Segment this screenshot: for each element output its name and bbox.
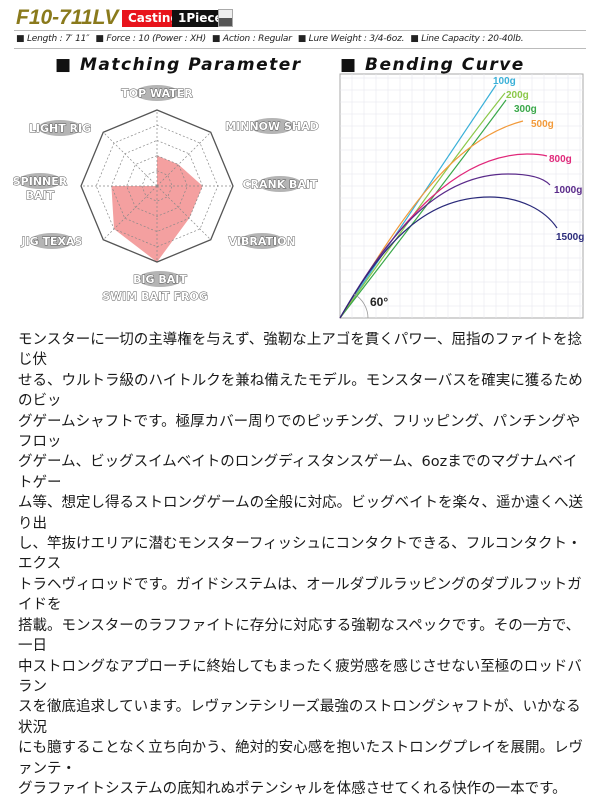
description-line: 搭載。モンスターのラフファイトに存分に対応する強靭なスペックです。その一方で、一… [18, 617, 581, 655]
radar-axis-label: BIG BAIT [133, 273, 187, 286]
angle-label: 60° [370, 295, 388, 309]
radar-axis-label: MINNOW SHAD [225, 120, 319, 133]
radar-spoke [103, 185, 158, 240]
lure-silhouette-icon [240, 233, 284, 249]
curve-label: 300g [514, 104, 537, 115]
curve-label: 200g [506, 90, 529, 101]
matching-parameter-title: ■ Matching Parameter [55, 55, 302, 75]
curve-label: 800g [549, 154, 572, 165]
casting-badge: Casting [122, 10, 186, 27]
curve-label: 100g [493, 76, 516, 87]
bending-curve-300g [339, 99, 507, 319]
spec-line-capacity: ■ Line Capacity : 20-40lb. [410, 34, 524, 44]
curve-label: 500g [531, 119, 554, 130]
radar-ring [80, 109, 234, 263]
one-piece-badge: 1Piece [172, 10, 229, 27]
radar-fill-area [111, 155, 203, 262]
radar-spoke [156, 185, 211, 240]
lure-silhouette-icon [18, 173, 62, 189]
bending-curve-1500g [339, 196, 558, 319]
lure-silhouette-icon [138, 271, 182, 287]
spec-force: ■ Force : 10 (Power : XH) [95, 34, 206, 44]
radar-axis-label: VIBRATION [228, 235, 295, 248]
bending-frame [339, 73, 584, 319]
radar-ring [111, 140, 203, 232]
offset-handle-icon [218, 9, 233, 27]
bending-curve-200g [339, 92, 506, 319]
description-line: 中ストロングなアプローチに終始してもまったく疲労感を感じさせない至極のロッドバラ… [18, 658, 582, 695]
radar-axis-label: SWIM BAIT FROG [102, 290, 208, 303]
radar-spoke [156, 132, 211, 187]
description-line: グゲーム、ビッグスイムベイトのロングディスタンスゲーム、6ozまでのマグナムベイ… [18, 454, 578, 491]
radar-ring [141, 170, 173, 202]
divider [14, 48, 586, 49]
description-line: トラヘヴィロッドです。ガイドシステムは、オールダブルラッピングのダブルフットガイ… [18, 576, 582, 614]
description-line: スを徹底追求しています。レヴァンテシリーズ最強のストロングシャフトが、いかなる状… [18, 699, 581, 736]
description-line: グゲームシャフトです。極厚カバー周りでのピッチング、フリッピング、パンチングやフ… [18, 413, 581, 451]
lure-silhouette-icon [258, 176, 302, 192]
model-name: F10-711LV [16, 6, 119, 29]
radar-axis-label: JIG TEXAS [21, 235, 83, 248]
curve-label: 1500g [556, 232, 584, 243]
charts: TOP WATER MINNOW SHAD CRANK BAIT VIBRATION B… [12, 73, 584, 319]
description-line: モンスターに一切の主導権を与えず、強靭な上アゴを貫くパワー、屈指のファイトを捻じ… [18, 332, 583, 369]
description-line: せる、ウルトラ級のハイトルクを兼ね備えたモデル。モンスターバスを確実に獲るための… [18, 372, 583, 410]
spec-line: ■ Length : 7′ 11″ ■ Force : 10 (Power : X… [16, 34, 588, 44]
lure-silhouette-icon [38, 120, 82, 136]
radar-ring [126, 155, 188, 217]
description-line: グラファイトシステムの底知れぬポテンシャルを体感させてくれる快作の一本です。 [18, 780, 567, 797]
spec-lure-weight: ■ Lure Weight : 3/4-6oz. [297, 34, 405, 44]
description: モンスターに一切の主導権を与えず、強靭な上アゴを貫くパワー、屈指のファイトを捻じ… [18, 330, 588, 799]
radar-spoke [103, 132, 158, 187]
description-line: ム等、想定し得るストロングゲームの全般に対応。ビッグベイトを楽々、遥か遠くへ送り… [18, 495, 584, 532]
radar-axis-label: TOP WATER [121, 87, 193, 100]
description-line: し、竿抜けエリアに潜むモンスターフィッシュにコンタクトできる、フルコンタクト・エ… [18, 536, 582, 573]
lure-silhouette-icon [135, 85, 179, 101]
bending-curve-chart: 100g 200g 300g 500g 800g 1000g 1500g 60° [339, 73, 584, 319]
description-line: にも臆することなく立ち向かう、絶対的安心感を抱いたストロングプレイを展開。レヴァ… [18, 740, 584, 777]
radar-axis-label: LIGHT RIG [29, 122, 91, 135]
bending-curve-title: ■ Bending Curve [340, 55, 525, 75]
radar-axis-label: SPINNER [13, 175, 68, 188]
spec-action: ■ Action : Regular [211, 34, 292, 44]
lure-silhouette-icon [250, 118, 294, 134]
divider [14, 30, 586, 31]
angle-arc [353, 293, 369, 319]
radar-chart: TOP WATER MINNOW SHAD CRANK BAIT VIBRATION B… [12, 85, 319, 303]
radar-axis-label: BAIT [26, 189, 55, 202]
curve-label: 1000g [554, 185, 582, 196]
bending-curve-1000g [339, 173, 551, 319]
bending-curve-100g [339, 84, 497, 319]
spec-length: ■ Length : 7′ 11″ [16, 34, 90, 44]
lure-silhouette-icon [30, 233, 74, 249]
radar-axis-label: CRANK BAIT [242, 178, 318, 191]
